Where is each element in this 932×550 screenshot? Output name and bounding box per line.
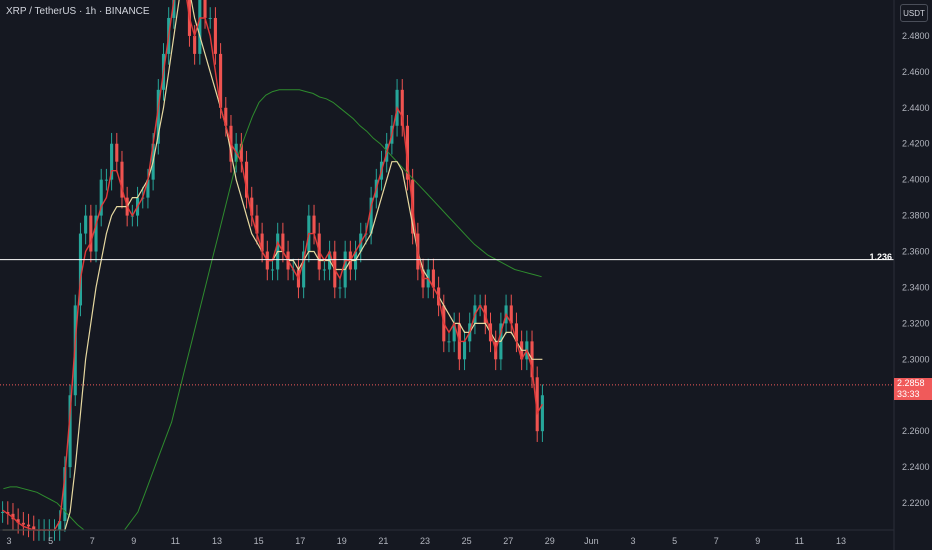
x-tick-label: 19 <box>337 536 347 546</box>
candle-body <box>11 513 15 520</box>
candle-body <box>89 215 93 252</box>
countdown-timer: 33:33 <box>897 389 920 399</box>
candle-body <box>68 395 72 468</box>
candle-body <box>99 179 103 216</box>
y-tick-label: 2.4400 <box>902 103 930 113</box>
candle-body <box>255 215 259 234</box>
candle-body <box>1 512 5 514</box>
y-tick-label: 2.2600 <box>902 426 930 436</box>
candle-body <box>21 522 25 525</box>
y-tick-label: 2.4600 <box>902 67 930 77</box>
ma-fast-line <box>2 0 544 531</box>
candle-body <box>250 197 254 216</box>
x-tick-label: 25 <box>462 536 472 546</box>
candle-body <box>281 233 285 252</box>
candle-body <box>405 125 410 180</box>
candle-body <box>400 89 404 126</box>
candle-body <box>312 215 316 234</box>
y-tick-label: 2.2400 <box>902 462 930 472</box>
candle-body <box>219 53 223 108</box>
x-tick-label: 21 <box>378 536 388 546</box>
x-tick-label: 5 <box>672 536 677 546</box>
x-tick-label: 9 <box>755 536 760 546</box>
y-tick-label: 2.4000 <box>902 175 930 185</box>
x-tick-label: 29 <box>545 536 555 546</box>
x-tick-label: 11 <box>171 536 180 546</box>
candle-body <box>452 323 456 342</box>
y-tick-label: 2.3600 <box>902 247 930 257</box>
candle-body <box>270 269 275 271</box>
x-tick-label: 9 <box>131 536 136 546</box>
candle-body <box>193 35 197 54</box>
candle-body <box>172 0 176 18</box>
candle-body <box>244 161 249 198</box>
currency-unit-button[interactable]: USDT <box>900 4 928 22</box>
y-tick-label: 2.3400 <box>902 282 930 292</box>
y-tick-label: 2.3000 <box>902 354 930 364</box>
candle-body <box>338 287 342 289</box>
x-tick-label: 27 <box>503 536 513 546</box>
x-tick-label: 3 <box>630 536 635 546</box>
candle-body <box>213 17 217 54</box>
current-price-tag: 2.2858 33:33 <box>894 378 932 400</box>
candle-body <box>431 269 435 288</box>
candle-body <box>94 215 98 252</box>
candle-body <box>26 524 31 527</box>
candle-body <box>540 395 544 432</box>
x-tick-label: 17 <box>295 536 305 546</box>
current-price-value: 2.2858 <box>897 378 925 388</box>
candle-body <box>514 323 519 342</box>
x-tick-label: 23 <box>420 536 430 546</box>
candle-body <box>535 377 539 432</box>
y-tick-label: 2.3200 <box>902 318 930 328</box>
candle-body <box>509 305 513 324</box>
candle-body <box>63 467 67 522</box>
candle-body <box>146 179 150 198</box>
candle-body <box>447 341 451 343</box>
candle-body <box>239 143 243 162</box>
candle-body <box>462 341 467 360</box>
x-tick-label: 5 <box>48 536 53 546</box>
x-tick-label: 13 <box>836 536 846 546</box>
x-tick-label: 15 <box>254 536 264 546</box>
x-tick-label: 13 <box>212 536 222 546</box>
candle-body <box>110 143 114 180</box>
candle-body <box>369 197 373 234</box>
candle-body <box>115 143 119 162</box>
candle-body <box>198 0 202 54</box>
x-tick-label: 7 <box>90 536 95 546</box>
y-tick-label: 2.4200 <box>902 139 930 149</box>
candle-body <box>208 17 212 19</box>
candle-body <box>58 521 62 530</box>
candle-body <box>16 519 20 523</box>
x-tick-label: Jun <box>584 536 599 546</box>
candle-body <box>84 215 88 234</box>
candle-body <box>120 161 124 198</box>
candle-body <box>104 179 108 181</box>
candle-body <box>322 269 326 271</box>
y-tick-label: 2.4800 <box>902 31 930 41</box>
y-tick-label: 2.2200 <box>902 498 930 508</box>
y-tick-label: 2.3800 <box>902 211 930 221</box>
x-tick-label: 3 <box>6 536 11 546</box>
candle-body <box>302 251 306 288</box>
x-tick-label: 11 <box>795 536 804 546</box>
symbol-legend: XRP / TetherUS · 1h · BINANCE <box>6 6 150 17</box>
x-tick-label: 7 <box>714 536 719 546</box>
candle-body <box>78 233 83 306</box>
fib-level-label: 1.236 <box>869 252 892 262</box>
candle-body <box>32 526 36 530</box>
candle-body <box>224 107 228 126</box>
candle-body <box>6 512 10 514</box>
candle-body <box>260 233 264 252</box>
candle-body <box>156 89 160 144</box>
candle-body <box>203 0 207 18</box>
